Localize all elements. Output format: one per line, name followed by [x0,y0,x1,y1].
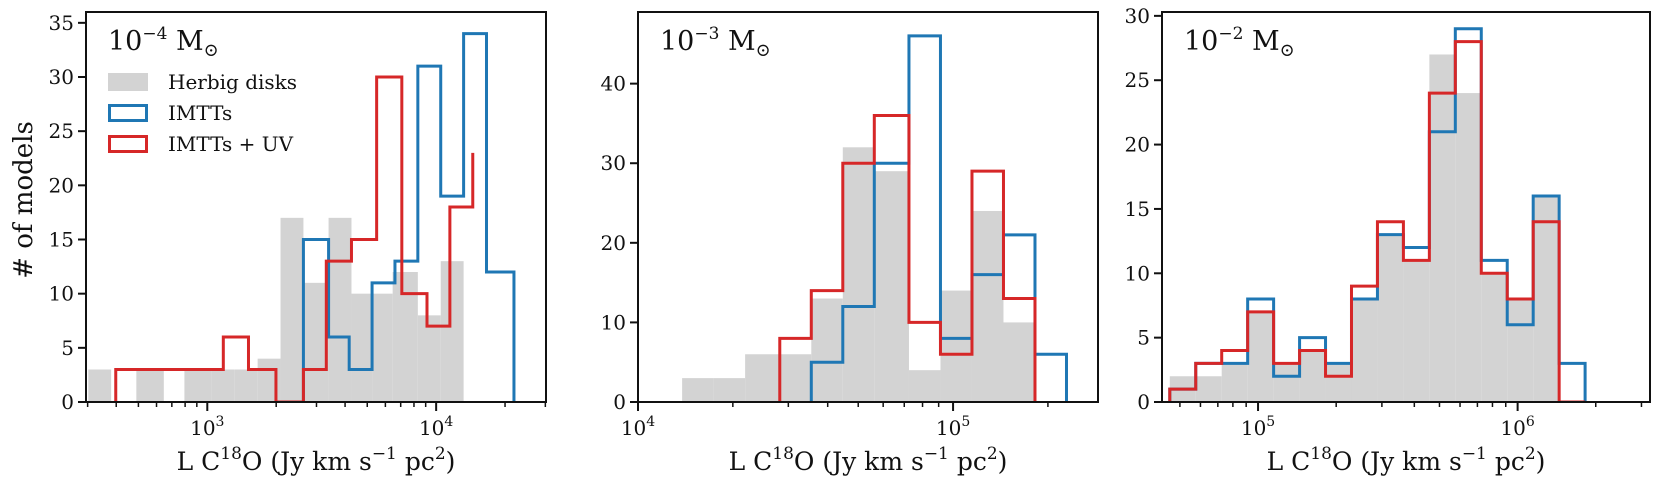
y-tick-label: 15 [1125,197,1150,221]
herbig-bar [88,369,112,402]
legend-label: IMTTs [168,101,232,125]
y-tick-label: 10 [49,282,74,306]
y-tick-label: 20 [1125,133,1150,157]
herbig-bar [971,210,1004,402]
herbig-bar [211,369,235,402]
x-tick-label: 103 [190,414,224,440]
herbig-bar [392,272,418,402]
herbig-bar [779,354,812,402]
herbig-bar [1273,363,1300,402]
herbig-bar [372,293,393,402]
herbig-bar [682,378,714,402]
panel-1: 0 5 10 15 20 25 30 35 103 104 L C18O (Jy km s−1 pc… [49,11,547,476]
herbig-bar [713,378,746,402]
y-tick-label: 0 [1137,390,1150,414]
herbig-bar [842,147,875,402]
herbig-bar [908,370,941,402]
herbig-bar [874,171,909,402]
y-tick-label: 5 [1137,326,1150,350]
y-tick-label: 20 [601,231,626,255]
herbig-bar [1003,322,1035,402]
x-axis-label: L C18O (Jy km s−1 pc2) [177,444,456,476]
y-tick-label: 30 [601,151,626,175]
herbig-bar [1247,311,1274,402]
panel-3: 0 5 10 15 20 25 30 105 106 L C18O (Jy km s−1 pc2)… [1125,4,1651,476]
axes-frame [637,11,1099,403]
herbig-bar [1481,273,1508,402]
legend-swatch-herbig [108,73,148,91]
herbig-bar [234,369,258,402]
y-tick-label: 10 [601,310,626,334]
herbig-bar [1403,260,1430,402]
y-tick-label: 0 [61,390,74,414]
herbig-bar [1377,234,1404,402]
x-tick-label: 104 [419,414,453,440]
herbig-bar [1351,299,1378,402]
herbig-bar [1429,54,1456,402]
y-tick-label: 35 [49,11,74,35]
x-tick-label: 105 [1241,414,1275,440]
x-tick-label: 104 [621,414,655,440]
legend-label: Herbig disks [168,70,297,94]
legend: Herbig disks IMTTs IMTTs + UV [108,70,297,156]
herbig-bar [280,217,304,402]
x-tick-label: 106 [1500,414,1534,440]
y-tick-label: 20 [49,173,74,197]
plot-area [682,34,1068,402]
plot-area [1168,27,1587,402]
imtts-step-line [301,32,516,402]
herbig-bar [1455,93,1482,402]
axes-frame [1161,11,1651,403]
herbig-bar [417,315,441,402]
imtts-step-line [809,34,1068,402]
y-tick-label: 25 [1125,68,1150,92]
herbig-bar [351,293,373,402]
herbig-bar [1195,376,1222,402]
panel-title: 10−4 M⊙ [108,24,219,61]
herbig-bar [1299,350,1326,402]
y-tick-label: 0 [613,390,626,414]
herbig-bar [440,261,464,402]
herbig-bar [745,354,780,402]
plot-area [88,32,516,402]
panel-title: 10−2 M⊙ [1184,24,1295,61]
panel-2: 0 10 20 30 40 104 105 L C18O (Jy km s−1 pc2) 10−… [601,11,1099,476]
herbig-bar [184,369,212,402]
herbig-bar [303,282,329,402]
legend-swatch-imtts-uv [108,135,148,153]
legend-swatch-imtts [108,104,148,122]
imtts-uv-step-line [114,75,475,402]
y-tick-label: 10 [1125,261,1150,285]
panel-title: 10−3 M⊙ [660,24,771,61]
herbig-bar [136,369,164,402]
herbig-bar [940,290,972,402]
herbig-bar [1325,363,1352,402]
y-tick-label: 15 [49,228,74,252]
legend-label: IMTTs + UV [168,132,294,156]
x-tick-label: 105 [936,414,970,440]
herbig-bar [811,298,843,402]
imtts-uv-step-line [1168,40,1586,402]
y-tick-label: 30 [1125,4,1150,28]
y-axis-label: # of models [9,121,39,279]
y-tick-label: 5 [61,336,74,360]
y-tick-label: 40 [601,72,626,96]
y-tick-label: 30 [49,65,74,89]
herbig-bar [1533,196,1560,402]
x-axis-label: L C18O (Jy km s−1 pc2) [729,444,1008,476]
imtts-uv-step-line [778,113,1037,402]
herbig-bar [1221,363,1248,402]
x-axis-label: L C18O (Jy km s−1 pc2) [1267,444,1546,476]
herbig-bar [328,217,352,402]
herbig-bar [1507,299,1534,402]
y-tick-label: 25 [49,119,74,143]
